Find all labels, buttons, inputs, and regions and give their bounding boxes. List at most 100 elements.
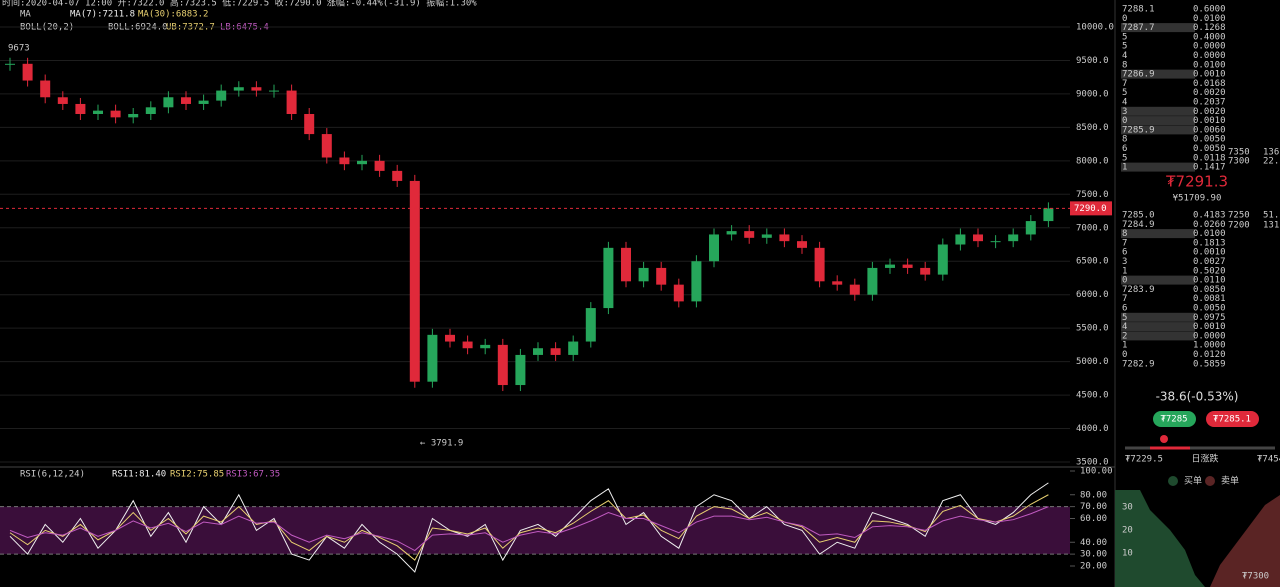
candle [603,247,614,309]
book-price: 7286.9 [1122,70,1155,80]
candle [920,267,931,275]
candle [57,97,68,104]
candle [673,284,684,302]
candle [779,234,790,242]
depth-tick: 10 [1122,549,1133,559]
range-pin [1160,435,1168,443]
y-tick-label: 60.00 [1080,514,1107,524]
candle [216,90,227,101]
legend-sell-dot [1205,476,1215,486]
book-qty: 0.0027 [1193,257,1226,267]
candle [392,170,403,181]
candle [814,247,825,282]
rsi3: RSI3:67.35 [226,470,280,480]
y-tick-label: 6500.0 [1076,257,1109,267]
sell-price[interactable]: ₮7285.1 [1213,415,1251,425]
side-qty: 131 [1263,221,1279,231]
book-qty: 0.4000 [1193,32,1226,42]
book-price: 0 [1122,276,1127,286]
candle [5,63,15,65]
candle [797,241,807,248]
book-price: 6 [1122,144,1127,154]
candle [691,261,702,302]
candle [744,231,755,238]
book-qty: 0.0100 [1193,60,1226,70]
buy-price[interactable]: ₮7285 [1160,415,1187,425]
y-tick-label: 80.00 [1080,490,1107,500]
rsi-line [9,494,1049,561]
ma-label: MA [20,10,31,20]
book-qty: 0.5859 [1193,359,1226,369]
candle [849,284,860,295]
book-qty: 0.0010 [1193,116,1226,126]
side-price: 7200 [1228,221,1250,231]
side-qty: 136 [1263,148,1279,158]
y-tick-label: 5500.0 [1076,324,1109,334]
price: ₮7291.3 [1166,173,1228,191]
book-price: 6 [1122,304,1127,314]
book-price: 7288.1 [1122,5,1155,15]
candle [251,87,262,91]
range-high: ₮7454 [1257,455,1280,465]
candle [937,244,948,275]
ma30: MA(30):6883.2 [138,10,208,20]
y-tick-label: 100.00 [1080,467,1113,477]
rsi-line [9,506,1049,552]
candle [867,267,878,295]
row-highlight [1121,125,1195,135]
book-price: 5 [1122,42,1127,52]
candle [973,234,983,242]
candle [550,348,561,355]
legend-buy: 买单 [1184,475,1202,487]
book-qty: 0.0010 [1193,322,1226,332]
low-label: ← 3791.9 [420,439,463,449]
rsi-line [9,482,1049,573]
row-highlight [1121,229,1195,239]
candle [568,341,579,355]
candle [1025,221,1036,235]
candle [885,264,895,268]
book-price: 5 [1122,313,1127,323]
book-price: 2 [1122,331,1127,341]
book-qty: 0.0100 [1193,229,1226,239]
candle [1008,234,1019,242]
book-price: 0 [1122,350,1127,360]
book-price: 4 [1122,51,1127,61]
candle [1043,208,1054,222]
book-qty: 0.1813 [1193,238,1226,248]
row-highlight [1121,116,1195,126]
book-qty: 0.5020 [1193,266,1226,276]
rsi-band [0,506,1070,555]
candle [638,267,649,282]
candle [445,334,455,342]
book-price: 1 [1122,266,1127,276]
candle [304,114,315,135]
depth-bids [1115,490,1205,587]
candle [709,234,719,262]
row-highlight [1121,275,1195,285]
candle [145,107,156,114]
candle [585,308,596,342]
book-price: 7284.9 [1122,220,1155,230]
row-highlight [1121,331,1195,341]
candle [832,281,843,285]
candle [286,90,297,114]
buy-button[interactable] [1153,411,1196,427]
rsi2: RSI2:75.85 [170,470,224,480]
y-tick-label: 4500.0 [1076,391,1109,401]
book-qty: 0.4183 [1193,211,1226,221]
candle [321,134,332,158]
candle [181,97,191,104]
book-qty: 0.0010 [1193,248,1226,258]
book-price: 7285.9 [1122,125,1155,135]
book-qty: 0.0110 [1193,276,1226,286]
book-qty: 0.6000 [1193,5,1226,15]
book-price: 0 [1122,116,1127,126]
ohlc: 时间:2020-04-07 12:00 开:7322.0 高:7323.5 低:… [2,0,477,9]
row-highlight [1121,23,1195,33]
book-price: 4 [1122,98,1127,108]
book-qty: 0.0975 [1193,313,1226,323]
sell-button[interactable] [1206,411,1259,427]
